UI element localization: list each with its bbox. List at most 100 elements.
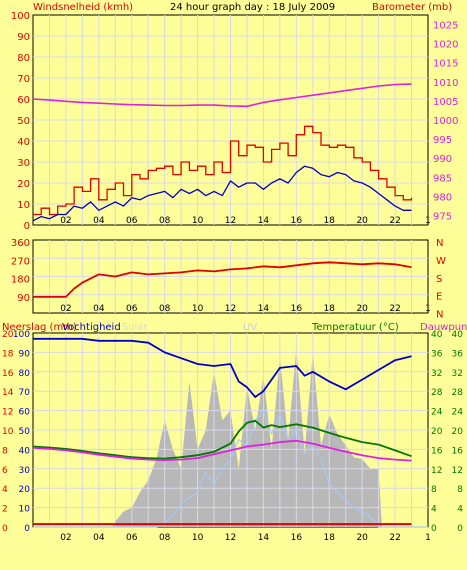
rain-y-tick-label: 2 [2, 505, 8, 515]
x-tick-label: 1 [425, 216, 431, 226]
solar-legend-label: Solar [122, 322, 148, 333]
x-tick-label: 1 [425, 533, 431, 543]
wind-y-tick-label: 10 [17, 200, 30, 211]
x-tick-label: 04 [93, 533, 105, 543]
wind-y-tick-label: 30 [17, 158, 30, 169]
dewpoint-y-tick-label: 16 [452, 446, 464, 456]
uv-line [33, 410, 428, 528]
x-tick-label: 14 [258, 533, 270, 543]
wind-gust-line [33, 125, 413, 216]
wind-y-tick-label: 60 [17, 95, 30, 106]
barometer-axis-title: Barometer (mb) [372, 2, 452, 13]
temperature-y-tick-label: 12 [431, 466, 442, 476]
compass-tick-label: W [436, 256, 446, 267]
barometer-y-tick-label: 1015 [433, 59, 458, 70]
x-tick-label: 14 [258, 304, 270, 314]
humidity-y-tick-label: 0 [24, 524, 30, 534]
compass-tick-label: N [436, 238, 443, 249]
x-tick-label: 1 [425, 304, 431, 314]
x-tick-label: 06 [126, 533, 138, 543]
barometer-line [32, 83, 412, 108]
humidity-y-tick-label: 50 [19, 427, 31, 437]
humidity-y-tick-label: 80 [19, 369, 31, 379]
dewpoint-y-tick-label: 24 [452, 408, 464, 418]
x-tick-label: 02 [60, 533, 71, 543]
compass-tick-label: S [436, 274, 442, 285]
humidity-y-tick-label: 10 [19, 505, 31, 515]
direction-y-tick-label: 180 [11, 275, 30, 286]
temperature-y-tick-label: 40 [431, 330, 443, 340]
rain-y-tick-label: 10 [2, 427, 14, 437]
dewpoint-y-tick-label: 8 [457, 485, 463, 495]
dewpoint-y-tick-label: 36 [452, 349, 464, 359]
rain-y-tick-label: 0 [2, 524, 8, 534]
wind-y-tick-label: 20 [17, 179, 30, 190]
direction-y-tick-label: 270 [11, 256, 30, 267]
x-tick-label: 10 [192, 304, 204, 314]
wind-y-tick-label: 70 [17, 74, 30, 85]
barometer-y-tick-label: 1025 [433, 21, 458, 32]
x-tick-label: 14 [258, 216, 270, 226]
direction-y-tick-label: 90 [17, 293, 30, 304]
dewpoint-y-tick-label: 20 [452, 427, 464, 437]
x-tick-label: 20 [356, 533, 368, 543]
wind-y-tick-label: 90 [17, 32, 30, 43]
rain-y-tick-label: 14 [2, 388, 14, 398]
humidity-y-tick-label: 90 [19, 349, 31, 359]
temperature-line [32, 419, 412, 460]
humidity-y-tick-label: 70 [19, 388, 31, 398]
chart-title: 24 hour graph day : 18 July 2009 [170, 2, 335, 13]
wind-axis-title: Windsnelheid (kmh) [33, 2, 133, 13]
dewpoint-y-tick-label: 40 [452, 330, 464, 340]
barometer-y-tick-label: 1005 [433, 97, 458, 108]
barometer-y-tick-label: 975 [433, 211, 452, 222]
humidity-y-tick-label: 30 [19, 466, 31, 476]
x-tick-label: 06 [126, 216, 138, 226]
x-tick-label: 10 [192, 216, 204, 226]
dewpoint-y-tick-label: 32 [452, 369, 463, 379]
humidity-legend-label: Vochtigheid [62, 322, 121, 333]
barometer-y-tick-label: 990 [433, 154, 452, 165]
wind-y-tick-label: 40 [17, 137, 30, 148]
rain-y-tick-label: 4 [2, 485, 8, 495]
rain-y-tick-label: 12 [2, 408, 13, 418]
rain-y-tick-label: 20 [2, 330, 14, 340]
dewpoint-legend-label: Dauwpunt [420, 322, 467, 333]
wind-direction-line [33, 261, 412, 298]
humidity-y-tick-label: 40 [19, 446, 31, 456]
rain-y-tick-label: 16 [2, 369, 14, 379]
x-tick-label: 12 [225, 216, 236, 226]
temperature-y-tick-label: 8 [431, 485, 437, 495]
compass-tick-label: N [436, 310, 443, 321]
x-tick-label: 20 [356, 216, 368, 226]
x-tick-label: 18 [324, 533, 336, 543]
humidity-y-tick-label: 60 [19, 408, 31, 418]
temperature-y-tick-label: 0 [431, 524, 437, 534]
temperature-y-tick-label: 20 [431, 427, 443, 437]
x-tick-label: 10 [192, 533, 204, 543]
wind-avg-line [32, 165, 412, 222]
rain-y-tick-label: 6 [2, 466, 8, 476]
x-tick-label: 22 [389, 304, 400, 314]
temperature-y-tick-label: 36 [431, 349, 443, 359]
dewpoint-y-tick-label: 4 [457, 505, 463, 515]
temperature-y-tick-label: 4 [431, 505, 437, 515]
temperature-y-tick-label: 32 [431, 369, 442, 379]
rain-y-tick-label: 8 [2, 446, 8, 456]
x-tick-label: 12 [225, 304, 236, 314]
wind-barometer-panel: 0102030405060708090100975980985990995100… [11, 11, 459, 232]
barometer-y-tick-label: 985 [433, 173, 452, 184]
barometer-y-tick-label: 1010 [433, 78, 458, 89]
barometer-y-tick-label: 1000 [433, 116, 458, 127]
x-tick-label: 04 [93, 304, 105, 314]
x-tick-label: 22 [389, 533, 400, 543]
temperature-y-tick-label: 16 [431, 446, 443, 456]
wind-y-tick-label: 80 [17, 53, 30, 64]
temperature-humidity-panel: 0246810121416182001020304050607080901000… [2, 330, 463, 543]
rain-legend-label: Neerslag (mm) [2, 322, 77, 333]
x-tick-label: 18 [324, 304, 336, 314]
uv-legend-label: UV [243, 322, 257, 333]
